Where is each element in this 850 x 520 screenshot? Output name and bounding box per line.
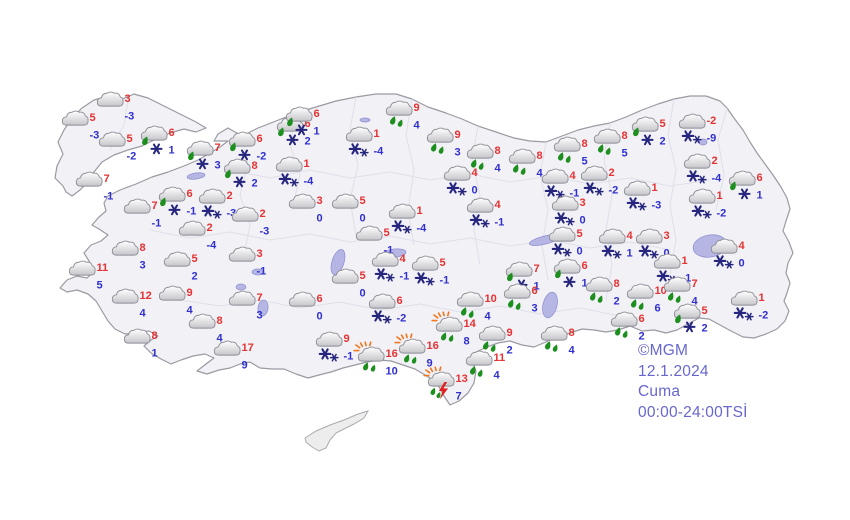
province-border [539,141,549,281]
day-label: Cuma [638,383,681,400]
period-label: 00:00-24:00TSİ [638,403,748,421]
province-border [349,96,359,236]
province-border [603,122,613,301]
cyprus-island [304,410,370,452]
lake [698,138,708,146]
province-border [405,98,415,246]
thrace-landmass [54,93,207,197]
lake [257,299,269,317]
lake [186,172,206,180]
credit-label: ©MGM [638,342,689,359]
province-border [667,98,677,276]
map-legend: ©MGM 12.1.2024 Cuma 00:00-24:00TSİ [638,341,748,423]
province-border [715,107,728,211]
lake [359,117,371,123]
lake [542,291,558,319]
province-border [149,229,671,251]
date-label: 12.1.2024 [638,362,709,380]
lake [235,283,247,291]
lake [251,268,265,276]
